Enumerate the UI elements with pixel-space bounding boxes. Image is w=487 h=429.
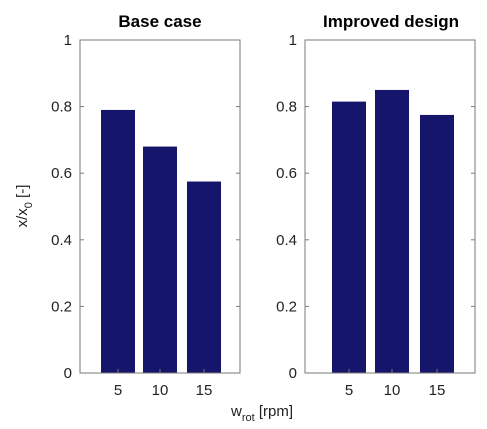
- x-tick-label: 15: [196, 382, 213, 399]
- x-tick-label: 5: [114, 382, 122, 399]
- y-tick-label: 1: [64, 32, 72, 49]
- bar-base-case-5: [101, 109, 135, 374]
- bar-improved-design-15: [420, 114, 454, 374]
- y-tick-label: 0.8: [276, 99, 297, 116]
- panel-improved-design: Improved design 0 0.2 0.4 0.6 0.8 1 5 10 15: [276, 12, 476, 399]
- bar-improved-design-5: [332, 101, 366, 373]
- y-tick-label: 0: [64, 365, 72, 382]
- x-ticks-base-case: 5 10 15: [114, 369, 213, 399]
- y-tick-label: 0: [289, 365, 297, 382]
- x-tick-label: 10: [152, 382, 169, 399]
- x-ticks-improved-design: 5 10 15: [345, 369, 446, 399]
- y-tick-label: 0.2: [51, 298, 72, 315]
- axes-frame-improved-design: [304, 39, 476, 374]
- bars-base-case: [101, 109, 221, 374]
- bar-base-case-10: [143, 146, 177, 373]
- x-tick-label: 10: [384, 382, 401, 399]
- y-tick-label: 0.8: [51, 99, 72, 116]
- y-tick-label: 0.2: [276, 298, 297, 315]
- y-axis-label: x/x0 [-]: [14, 185, 35, 228]
- y-tick-label: 1: [289, 32, 297, 49]
- x-axis-label: wrot [rpm]: [230, 403, 293, 424]
- y-tick-label: 0.4: [276, 232, 297, 249]
- y-ticks-improved-design: 0 0.2 0.4 0.6 0.8 1: [276, 32, 475, 382]
- bar-improved-design-10: [375, 89, 409, 373]
- panel-title-improved-design: Improved design: [323, 12, 459, 31]
- panel-title-base-case: Base case: [118, 12, 201, 31]
- panel-base-case: Base case 0 0.2 0.4 0.6 0.8 1 5 10 15: [51, 12, 241, 399]
- y-tick-label: 0.6: [276, 165, 297, 182]
- y-tick-label: 0.6: [51, 165, 72, 182]
- x-tick-label: 5: [345, 382, 353, 399]
- y-tick-label: 0.4: [51, 232, 72, 249]
- x-tick-label: 15: [429, 382, 446, 399]
- y-ticks-base-case: 0 0.2 0.4 0.6 0.8 1: [51, 32, 240, 382]
- bar-base-case-15: [187, 181, 221, 373]
- bars-improved-design: [332, 89, 454, 374]
